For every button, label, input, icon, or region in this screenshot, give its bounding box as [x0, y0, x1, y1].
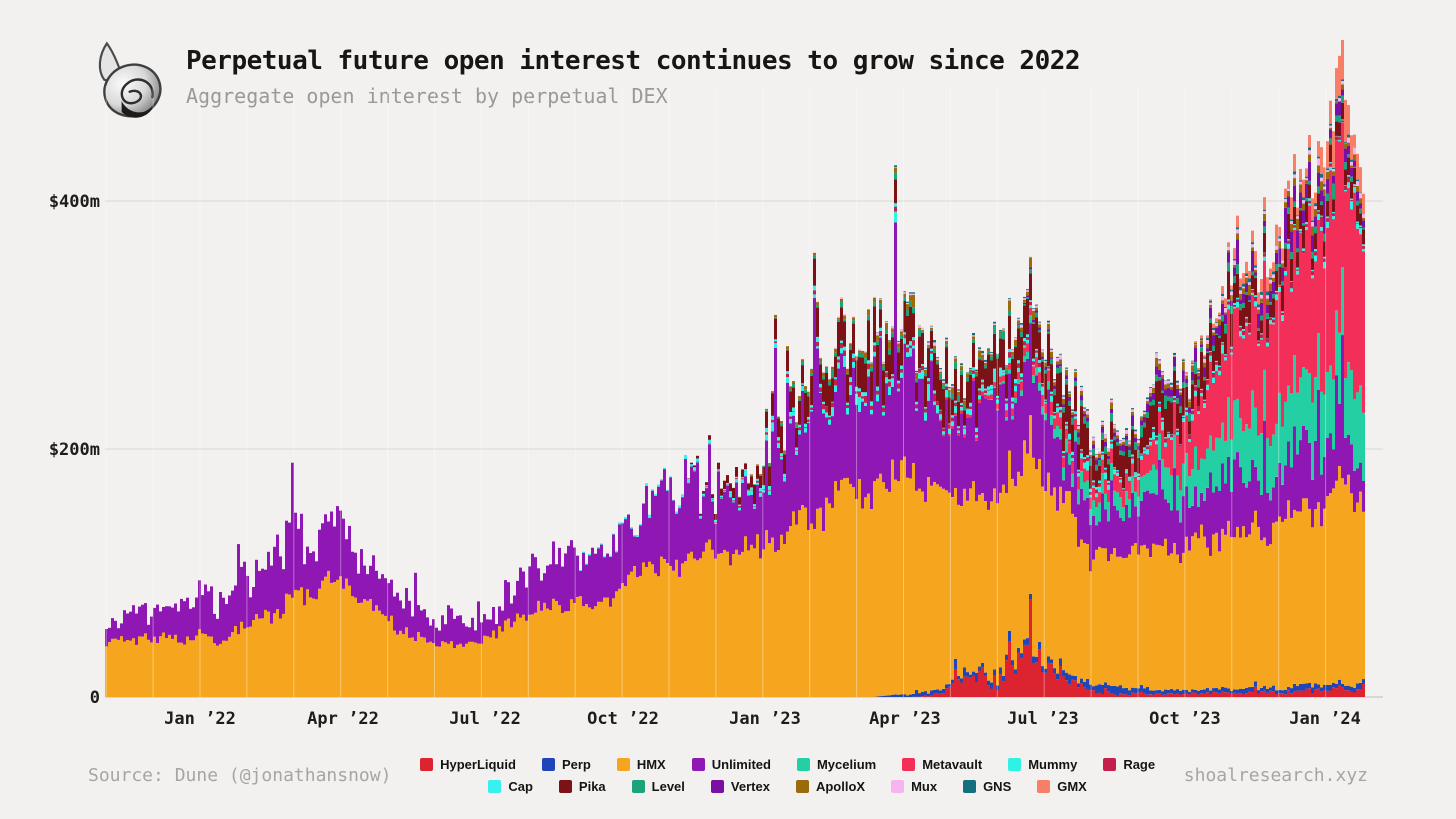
legend-item-unlimited: Unlimited — [691, 756, 771, 772]
x-tick-label: Oct ’23 — [1149, 709, 1221, 729]
x-tick-label: Jul ’23 — [1007, 709, 1079, 729]
legend-swatch — [488, 779, 502, 793]
legend-swatch — [710, 779, 724, 793]
legend-item-gmx: GMX — [1037, 779, 1087, 794]
legend-item-apollox: ApolloX — [795, 778, 866, 794]
legend-label: GNS — [983, 778, 1012, 794]
y-axis-labels: $400m $200m 0 — [49, 192, 100, 708]
legend-label: Level — [651, 778, 685, 794]
legend-item-hyperliquid: HyperLiquid — [420, 757, 516, 772]
legend-item-metavault: Metavault — [902, 757, 982, 772]
legend-item-rage: Rage — [1103, 757, 1155, 772]
legend-item-gns: GNS — [963, 779, 1011, 794]
legend-swatch — [691, 757, 705, 771]
legend-swatch — [902, 757, 916, 771]
legend-label: Perp — [561, 756, 591, 772]
legend-label: ApolloX — [815, 778, 866, 794]
legend-swatch — [796, 757, 810, 771]
legend-label: Unlimited — [711, 756, 771, 772]
legend-swatch — [558, 779, 572, 793]
source-credit: Source: Dune (@jonathansnow) — [88, 764, 392, 786]
legend-swatch — [420, 757, 434, 771]
brand-link: shoalresearch.xyz — [1183, 764, 1368, 786]
x-tick-label: Apr ’22 — [307, 709, 379, 729]
legend-item-pika: Pika — [558, 778, 606, 794]
legend-label: Mux — [911, 778, 938, 794]
legend-label: Rage — [1123, 756, 1156, 772]
x-axis-labels: Jan ’22 Apr ’22 Jul ’22 Oct ’22 Jan ’23 Apr ’… — [164, 709, 1361, 729]
legend-item-mycelium: Mycelium — [796, 756, 877, 772]
legend-item-vertex: Vertex — [710, 778, 770, 794]
legend-item-hmx: HMX — [616, 756, 666, 772]
legend-swatch — [1037, 779, 1051, 793]
x-tick-label: Apr ’23 — [869, 709, 941, 729]
legend-swatch — [795, 779, 809, 793]
legend-row: HyperLiquid Perp HMX Unlimited Mycelium Metav… — [420, 757, 1155, 772]
legend-swatch — [1008, 757, 1022, 771]
x-tick-label: Oct ’22 — [587, 709, 659, 729]
legend-label: HyperLiquid — [440, 756, 516, 772]
chart-title: Perpetual future open interest continues… — [186, 46, 1081, 76]
legend-swatch — [1103, 757, 1117, 771]
chart-subtitle: Aggregate open interest by perpetual DEX — [186, 84, 668, 108]
legend: HyperLiquid Perp HMX Unlimited Mycelium Metav… — [411, 757, 1163, 794]
y-tick-label: $400m — [49, 192, 100, 212]
legend-label: Vertex — [730, 778, 770, 794]
legend-label: Metavault — [922, 756, 983, 772]
legend-swatch — [963, 779, 977, 793]
legend-swatch — [631, 779, 645, 793]
legend-label: Cap — [508, 778, 533, 794]
y-tick-label: 0 — [90, 688, 100, 708]
title-block: Perpetual future open interest continues… — [186, 46, 1081, 108]
legend-swatch — [891, 779, 905, 793]
legend-label: Mummy — [1028, 756, 1078, 772]
legend-swatch — [541, 757, 555, 771]
legend-label: Mycelium — [816, 756, 877, 772]
legend-row: Cap Pika Level Vertex ApolloX Mux GNS GMX — [488, 779, 1087, 794]
x-tick-label: Jul ’22 — [449, 709, 521, 729]
legend-item-perp: Perp — [541, 756, 591, 772]
x-tick-label: Jan ’24 — [1289, 709, 1361, 729]
legend-item-cap: Cap — [488, 779, 533, 794]
legend-swatch — [616, 757, 630, 771]
legend-item-mux: Mux — [891, 779, 937, 794]
legend-label: Pika — [578, 778, 606, 794]
bars-layer — [105, 40, 1365, 697]
legend-label: HMX — [636, 756, 666, 772]
footer: Source: Dune (@jonathansnow) HyperLiquid… — [0, 744, 1456, 806]
shell-logo-icon — [98, 41, 162, 118]
legend-item-level: Level — [631, 778, 685, 794]
x-tick-label: Jan ’23 — [729, 709, 801, 729]
legend-label: GMX — [1057, 778, 1087, 794]
legend-item-mummy: Mummy — [1008, 757, 1077, 772]
y-tick-label: $200m — [49, 440, 100, 460]
x-tick-label: Jan ’22 — [164, 709, 236, 729]
month-gridlines-layer — [105, 86, 1327, 697]
